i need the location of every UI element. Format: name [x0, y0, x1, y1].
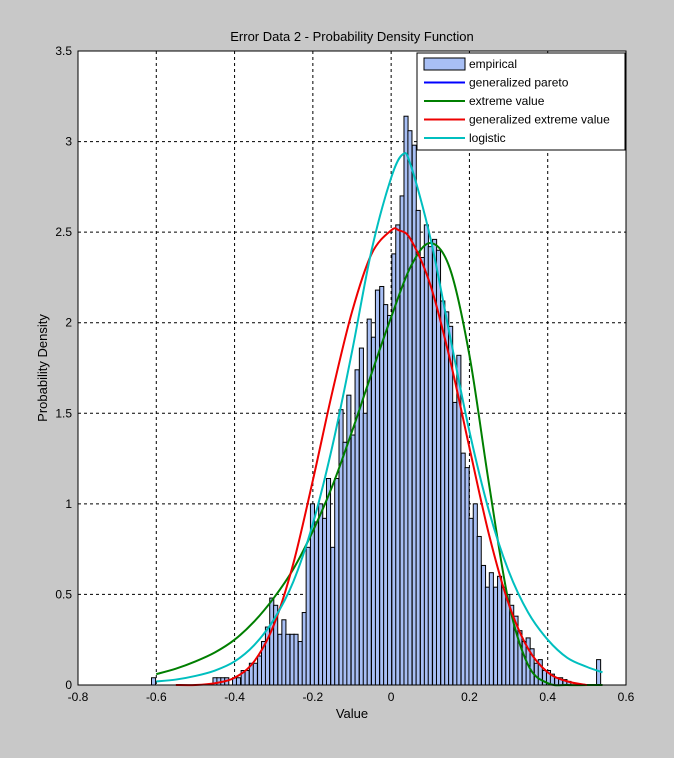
- legend-label: generalized pareto: [469, 76, 569, 90]
- histogram-bar: [387, 314, 393, 686]
- y-tick-label: 1.5: [55, 406, 72, 420]
- series-line-generalized-extreme-value: [175, 227, 588, 687]
- y-tick-label: 2: [65, 316, 72, 330]
- legend-label: logistic: [469, 131, 506, 145]
- legend: empirical generalized pareto extreme value…: [416, 52, 626, 151]
- x-tick-label: -0.2: [303, 690, 324, 704]
- legend-label: empirical: [469, 57, 517, 71]
- histogram-bar: [407, 130, 413, 686]
- x-tick-label: 0.6: [618, 690, 635, 704]
- y-tick-label: 1: [65, 497, 72, 511]
- y-tick-label: 2.5: [55, 225, 72, 239]
- x-tick-label: 0: [388, 690, 395, 704]
- histogram-bar: [305, 546, 311, 686]
- histogram-bar: [285, 633, 291, 686]
- histogram-bar: [334, 477, 340, 686]
- chart-title: Error Data 2 - Probability Density Funct…: [230, 29, 473, 44]
- x-tick-label: -0.8: [68, 690, 89, 704]
- plot-frame: [77, 50, 627, 686]
- x-tick-label: -0.6: [146, 690, 167, 704]
- legend-swatch-patch: [423, 57, 466, 71]
- histogram-bar: [488, 572, 494, 686]
- histogram-bar: [244, 670, 250, 686]
- histogram-bar: [468, 517, 474, 686]
- legend-label: extreme value: [469, 94, 545, 108]
- histogram-bar: [427, 246, 433, 686]
- histogram-bar: [235, 677, 242, 686]
- fit-curves: [156, 152, 603, 687]
- y-tick-label: 3: [65, 135, 72, 149]
- axis-ticks: -0.8 -0.6 -0.4 -0.2 0 0.2 0.4 0.6 0 0.5 1 1.5 2 2.5 3 3…: [55, 44, 634, 704]
- histogram-bar: [252, 662, 258, 686]
- series-line-logistic: [156, 152, 603, 683]
- y-tick-label: 0.5: [55, 587, 72, 601]
- histogram-bar: [476, 535, 482, 686]
- y-tick-label: 0: [65, 678, 72, 692]
- histogram-bar: [415, 209, 421, 686]
- y-tick-label: 3.5: [55, 44, 72, 58]
- y-axis-label: Probability Density: [35, 314, 50, 422]
- histogram-bar: [313, 521, 319, 686]
- x-tick-label: -0.4: [224, 690, 245, 704]
- histogram-bar: [497, 575, 503, 686]
- x-axis-label: Value: [336, 706, 368, 721]
- legend-label: generalized extreme value: [469, 113, 610, 127]
- histogram-bar: [448, 325, 454, 686]
- x-tick-label: 0.2: [461, 690, 478, 704]
- histogram-bar: [293, 633, 299, 686]
- histogram-bar: [151, 677, 157, 686]
- x-tick-label: 0.4: [539, 690, 556, 704]
- series-line-extreme-value: [156, 242, 603, 687]
- histogram-bar: [325, 477, 332, 686]
